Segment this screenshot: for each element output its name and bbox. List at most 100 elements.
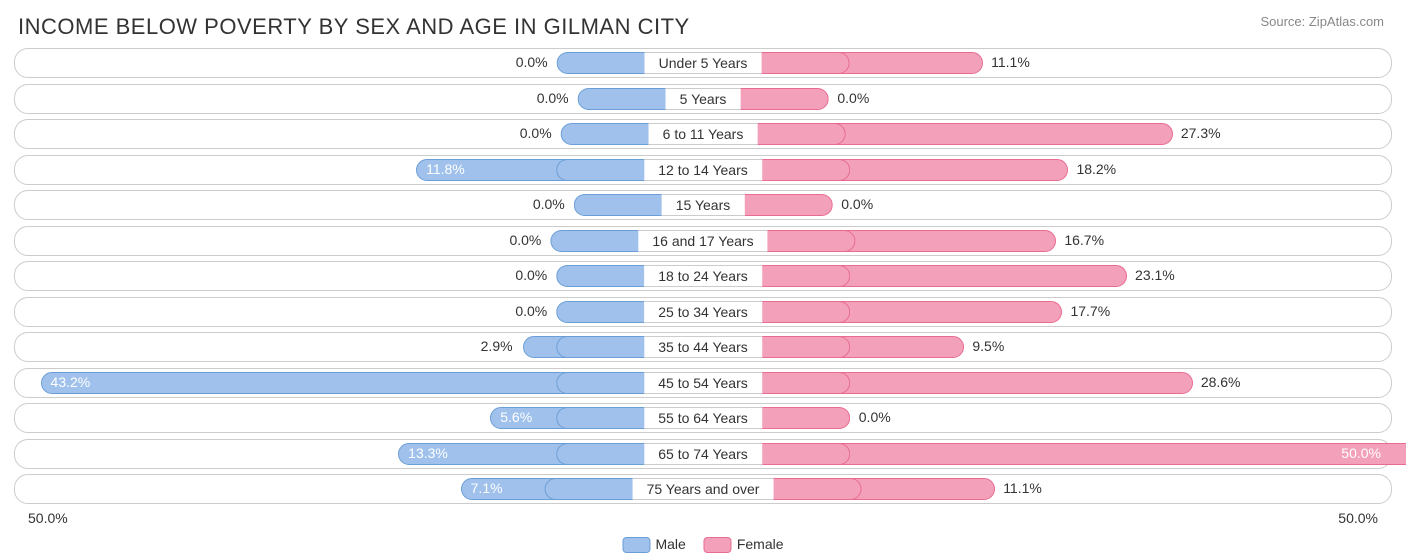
female-stub	[762, 265, 850, 287]
male-stub	[556, 443, 644, 465]
male-value: 0.0%	[515, 303, 547, 319]
row-center: Under 5 Years	[557, 52, 850, 74]
male-stub	[556, 301, 644, 323]
male-value: 7.1%	[471, 480, 503, 496]
male-stub	[578, 88, 666, 110]
chart-row: 65 to 74 Years 13.3% 50.0%	[14, 439, 1392, 469]
male-stub	[550, 230, 638, 252]
female-stub	[762, 443, 850, 465]
row-center: 18 to 24 Years	[556, 265, 850, 287]
chart-row: 6 to 11 Years0.0%27.3%	[14, 119, 1392, 149]
male-value: 11.8%	[426, 161, 465, 177]
male-stub	[574, 194, 662, 216]
row-center: 55 to 64 Years	[556, 407, 850, 429]
female-value: 11.1%	[991, 54, 1030, 70]
row-center: 25 to 34 Years	[556, 301, 850, 323]
category-label: 75 Years and over	[633, 478, 774, 500]
chart-row: 15 Years 0.0% 0.0%	[14, 190, 1392, 220]
female-stub	[773, 478, 861, 500]
female-swatch	[704, 537, 732, 553]
axis-right-max: 50.0%	[1338, 510, 1378, 526]
female-stub	[744, 194, 832, 216]
category-label: 25 to 34 Years	[644, 301, 762, 323]
legend-female-label: Female	[737, 536, 784, 552]
chart-row: 75 Years and over7.1%11.1%	[14, 474, 1392, 504]
category-label: 16 and 17 Years	[638, 230, 767, 252]
chart-row: 16 and 17 Years 0.0% 16.7%	[14, 226, 1392, 256]
female-stub	[762, 407, 850, 429]
category-label: 65 to 74 Years	[644, 443, 762, 465]
diverging-bar-chart: Under 5 Years 0.0% 11.1% 5 Years 0.0% 0.0% 6 t…	[14, 48, 1392, 504]
source-attribution: Source: ZipAtlas.com	[1260, 14, 1384, 29]
female-stub	[762, 372, 850, 394]
male-value: 0.0%	[533, 196, 565, 212]
chart-row: 12 to 14 Years 11.8% 18.2%	[14, 155, 1392, 185]
category-label: 55 to 64 Years	[644, 407, 762, 429]
female-stub	[761, 52, 849, 74]
chart-row: 35 to 44 Years 2.9% 9.5%	[14, 332, 1392, 362]
chart-row: 5 Years 0.0% 0.0%	[14, 84, 1392, 114]
male-value: 13.3%	[408, 445, 448, 461]
female-stub	[757, 123, 845, 145]
female-value: 0.0%	[837, 90, 869, 106]
row-center: 6 to 11 Years	[561, 123, 846, 145]
chart-title: INCOME BELOW POVERTY BY SEX AND AGE IN G…	[0, 0, 1406, 44]
female-value: 28.6%	[1201, 374, 1241, 390]
row-center: 5 Years	[578, 88, 829, 110]
male-value: 43.2%	[51, 374, 91, 390]
row-center: 65 to 74 Years	[556, 443, 850, 465]
female-value: 18.2%	[1076, 161, 1116, 177]
female-bar	[763, 443, 1406, 465]
row-center: 15 Years	[574, 194, 833, 216]
female-stub	[762, 159, 850, 181]
category-label: 45 to 54 Years	[644, 372, 762, 394]
male-value: 0.0%	[516, 54, 548, 70]
row-center: 16 and 17 Years	[550, 230, 855, 252]
male-stub	[556, 407, 644, 429]
female-value: 17.7%	[1070, 303, 1110, 319]
female-value: 23.1%	[1135, 267, 1175, 283]
male-stub	[556, 265, 644, 287]
chart-row: 45 to 54 Years 43.2% 28.6%	[14, 368, 1392, 398]
legend-male: Male	[622, 536, 685, 553]
male-value: 0.0%	[509, 232, 541, 248]
female-value: 16.7%	[1064, 232, 1104, 248]
legend-male-label: Male	[655, 536, 685, 552]
female-value: 0.0%	[841, 196, 873, 212]
chart-row: 18 to 24 Years 0.0% 23.1%	[14, 261, 1392, 291]
female-stub	[762, 336, 850, 358]
category-label: Under 5 Years	[645, 52, 762, 74]
category-label: 18 to 24 Years	[644, 265, 762, 287]
legend-female: Female	[704, 536, 784, 553]
category-label: 15 Years	[662, 194, 745, 216]
male-bar	[41, 372, 646, 394]
male-value: 0.0%	[537, 90, 569, 106]
male-stub	[556, 336, 644, 358]
category-label: 12 to 14 Years	[644, 159, 762, 181]
row-center: 12 to 14 Years	[556, 159, 850, 181]
male-swatch	[622, 537, 650, 553]
row-center: 45 to 54 Years	[556, 372, 850, 394]
category-label: 35 to 44 Years	[644, 336, 762, 358]
row-center: 75 Years and over	[545, 478, 862, 500]
male-stub	[561, 123, 649, 145]
category-label: 5 Years	[666, 88, 741, 110]
male-value: 5.6%	[500, 409, 532, 425]
row-center: 35 to 44 Years	[556, 336, 850, 358]
male-stub	[556, 372, 644, 394]
male-value: 2.9%	[481, 338, 513, 354]
axis-left-max: 50.0%	[28, 510, 68, 526]
female-value: 50.0%	[1341, 445, 1381, 461]
chart-row: 25 to 34 Years 0.0% 17.7%	[14, 297, 1392, 327]
female-stub	[768, 230, 856, 252]
chart-row: Under 5 Years 0.0% 11.1%	[14, 48, 1392, 78]
male-value: 0.0%	[520, 125, 552, 141]
category-label: 6 to 11 Years	[649, 123, 758, 145]
female-value: 9.5%	[972, 338, 1004, 354]
male-stub	[556, 159, 644, 181]
male-value: 0.0%	[515, 267, 547, 283]
legend: Male Female	[622, 536, 783, 553]
chart-row: 55 to 64 Years5.6%0.0%	[14, 403, 1392, 433]
male-stub	[557, 52, 645, 74]
male-stub	[545, 478, 633, 500]
